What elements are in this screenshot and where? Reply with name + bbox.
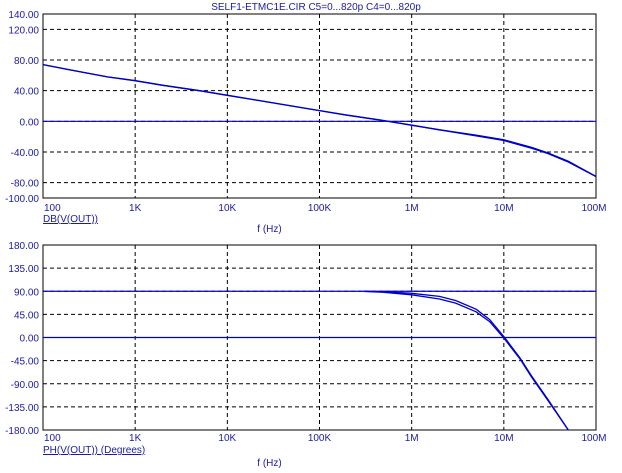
y-tick-label: 80.00 xyxy=(14,56,39,67)
plot-frame xyxy=(42,13,597,199)
x-axis-label: f (Hz) xyxy=(257,224,281,235)
y-tick-label: -40.00 xyxy=(11,148,40,159)
x-tick-label: 10K xyxy=(218,433,236,444)
y-tick-label: 40.00 xyxy=(14,87,39,98)
y-tick-label: 120.00 xyxy=(8,25,39,36)
trace-label: DB(V(OUT)) xyxy=(43,214,98,225)
phase-plot: 180.00 135.00 90.00 45.00 0.00 -45.00 -90.00 -1… xyxy=(5,241,606,469)
x-tick-label: 10M xyxy=(494,433,513,444)
y-tick-label: 135.00 xyxy=(8,264,39,275)
y-tick-label: -135.00 xyxy=(5,403,39,414)
y-tick-label: 90.00 xyxy=(14,287,39,298)
x-tick-label: 100M xyxy=(581,203,606,214)
trace-label: PH(V(OUT)) (Degrees) xyxy=(43,445,145,456)
x-tick-label: 1K xyxy=(129,203,142,214)
y-tick-label: 140.00 xyxy=(8,10,39,21)
y-tick-label: -100.00 xyxy=(5,194,39,205)
x-tick-label: 100K xyxy=(308,203,332,214)
y-tick-label: -45.00 xyxy=(11,357,40,368)
x-tick-label: 100M xyxy=(581,433,606,444)
x-axis-label: f (Hz) xyxy=(257,458,281,469)
x-tick-label: 10M xyxy=(494,203,513,214)
magnitude-plot: 140.00 120.00 80.00 40.00 0.00 -40.00 -80.00 -1… xyxy=(5,10,606,235)
y-tick-label: 0.00 xyxy=(20,117,40,128)
y-tick-label: 180.00 xyxy=(8,241,39,252)
y-tick-label: -90.00 xyxy=(11,380,40,391)
x-tick-label: 100 xyxy=(44,433,61,444)
x-tick-label: 100K xyxy=(308,433,332,444)
y-tick-label: 0.00 xyxy=(20,334,40,345)
x-tick-label: 1M xyxy=(405,433,419,444)
x-tick-label: 100 xyxy=(44,203,61,214)
series-line-2 xyxy=(363,290,569,431)
chart-title: SELF1-ETMC1E.CIR C5=0...820p C4=0...820p xyxy=(211,2,421,13)
y-tick-label: -80.00 xyxy=(11,179,40,190)
y-tick-label: -180.00 xyxy=(5,426,39,437)
x-tick-label: 1M xyxy=(405,203,419,214)
x-tick-label: 1K xyxy=(129,433,142,444)
y-tick-label: 45.00 xyxy=(14,310,39,321)
x-tick-label: 10K xyxy=(218,203,236,214)
series-line-2 xyxy=(42,63,597,178)
